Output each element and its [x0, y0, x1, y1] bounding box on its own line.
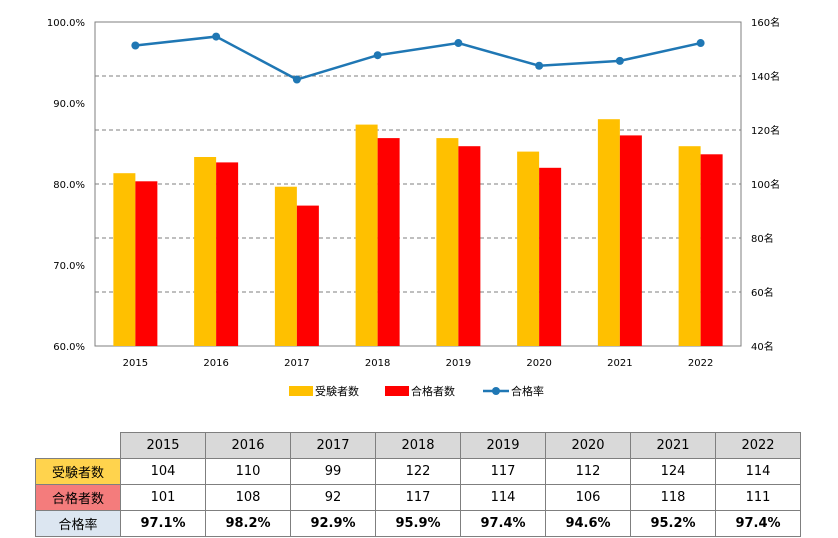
table-cell: 114 [460, 484, 546, 511]
right-axis-label: 60名 [751, 286, 774, 299]
bar [517, 151, 540, 346]
x-axis-label: 2021 [607, 358, 632, 369]
year-header: 2015 [120, 432, 206, 459]
table-row-pass-rate: 合格率 97.1% 98.2% 92.9% 95.9% 97.4% 94.6% … [35, 510, 801, 537]
right-axis-label: 40名 [751, 340, 774, 353]
table-cell: 117 [460, 458, 546, 485]
table-cell: 95.2% [630, 510, 716, 537]
row-label-passers: 合格者数 [35, 484, 121, 511]
plot-area [94, 21, 742, 347]
left-axis-label: 60.0% [53, 342, 85, 353]
bar [113, 173, 136, 346]
right-axis-label: 100名 [751, 178, 780, 191]
legend-label: 受験者数 [315, 384, 359, 398]
x-axis-label: 2020 [526, 358, 551, 369]
table-row-examinees: 受験者数 104 110 99 122 117 112 124 114 [35, 458, 801, 485]
line-point [696, 39, 705, 48]
bar [619, 135, 642, 346]
line-point [373, 51, 382, 60]
line-series [135, 35, 701, 81]
bar [135, 181, 158, 346]
table-cell: 104 [120, 458, 206, 485]
table-cell: 106 [545, 484, 631, 511]
data-table: 2015 2016 2017 2018 2019 2020 2021 2022 … [35, 432, 801, 537]
bar [194, 157, 217, 346]
legend-label: 合格率 [511, 384, 544, 398]
x-axis-label: 2018 [365, 358, 390, 369]
right-axis-label: 120名 [751, 124, 780, 137]
table-cell: 97.4% [460, 510, 546, 537]
year-header: 2022 [715, 432, 801, 459]
table-header-row: 2015 2016 2017 2018 2019 2020 2021 2022 [35, 432, 801, 459]
bar [539, 167, 562, 346]
bar [274, 186, 297, 346]
row-label-pass-rate: 合格率 [35, 510, 121, 537]
x-axis-label: 2022 [688, 358, 713, 369]
year-header: 2019 [460, 432, 546, 459]
line-point [535, 61, 544, 70]
year-header: 2018 [375, 432, 461, 459]
table-cell: 92.9% [290, 510, 376, 537]
table-cell: 111 [715, 484, 801, 511]
table-corner-cell [35, 432, 121, 459]
table-cell: 108 [205, 484, 291, 511]
row-label-examinees: 受験者数 [35, 458, 121, 485]
combo-chart: 60.0% 70.0% 80.0% 90.0% 100.0% 40名 60名 80名 100名 1… [47, 16, 780, 398]
table-cell: 114 [715, 458, 801, 485]
line-point [212, 32, 221, 41]
left-axis-label: 70.0% [53, 261, 85, 272]
year-header: 2020 [545, 432, 631, 459]
table-cell: 94.6% [545, 510, 631, 537]
right-axis-label: 80名 [751, 232, 774, 245]
x-axis-label: 2016 [203, 358, 228, 369]
left-axis-label: 80.0% [53, 180, 85, 191]
table-cell: 118 [630, 484, 716, 511]
bar [355, 124, 378, 346]
table-cell: 110 [205, 458, 291, 485]
bar [597, 119, 620, 346]
x-axis-label: 2017 [284, 358, 309, 369]
line-point [292, 75, 301, 84]
year-header: 2017 [290, 432, 376, 459]
line-point [131, 41, 140, 50]
bar [458, 146, 481, 346]
line-point [615, 56, 624, 65]
table-cell: 117 [375, 484, 461, 511]
table-cell: 101 [120, 484, 206, 511]
table-row-passers: 合格者数 101 108 92 117 114 106 118 111 [35, 484, 801, 511]
table-cell: 124 [630, 458, 716, 485]
table-cell: 97.1% [120, 510, 206, 537]
table-cell: 122 [375, 458, 461, 485]
right-axis-label: 160名 [751, 16, 780, 29]
table-cell: 97.4% [715, 510, 801, 537]
table-cell: 98.2% [205, 510, 291, 537]
legend-swatch [289, 386, 313, 396]
table-cell: 112 [545, 458, 631, 485]
bar [700, 154, 723, 346]
left-axis-label: 100.0% [47, 18, 85, 29]
right-axis-label: 140名 [751, 70, 780, 83]
line-point [454, 39, 463, 48]
bar [296, 205, 319, 346]
table-cell: 99 [290, 458, 376, 485]
table-cell: 92 [290, 484, 376, 511]
legend-label: 合格者数 [411, 384, 455, 398]
x-axis-label: 2019 [446, 358, 471, 369]
table-cell: 95.9% [375, 510, 461, 537]
left-axis-label: 90.0% [53, 99, 85, 110]
year-header: 2021 [630, 432, 716, 459]
x-axis-label: 2015 [123, 358, 148, 369]
bar [436, 138, 459, 346]
legend-marker [492, 387, 500, 395]
bar [216, 162, 239, 346]
legend-swatch [385, 386, 409, 396]
year-header: 2016 [205, 432, 291, 459]
bar [678, 146, 701, 346]
bar [377, 138, 400, 346]
